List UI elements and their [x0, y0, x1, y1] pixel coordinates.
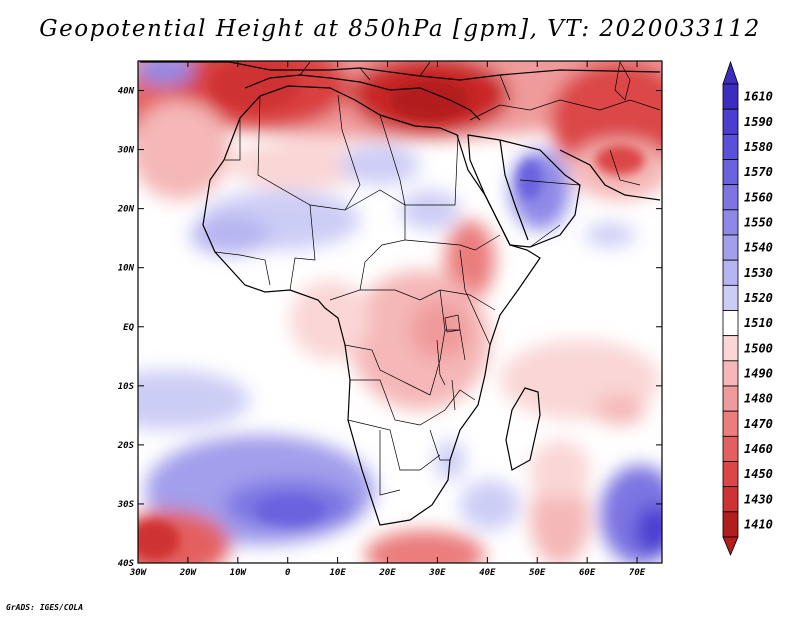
colorbar-swatch — [722, 209, 739, 236]
lat-tick-label: 20N — [117, 205, 135, 215]
colorbar-swatch — [722, 461, 739, 488]
lat-tick-label: 30N — [117, 146, 135, 156]
colorbar-swatch — [722, 486, 739, 513]
colorbar: 1610 1590 1580 1570 1560 1550 1540 1530 1520 1510… — [722, 60, 773, 557]
colorbar-swatch — [722, 159, 739, 186]
lon-tick-label: 20E — [378, 568, 396, 578]
lon-tick-label: 70E — [629, 568, 646, 578]
colorbar-label: 1530 — [744, 266, 773, 280]
lat-tick-label: 40S — [118, 559, 135, 569]
colorbar-label: 1410 — [744, 517, 773, 531]
map-frame — [137, 60, 663, 564]
africa-coastline — [202, 85, 541, 526]
border-line — [459, 249, 491, 346]
border-line — [329, 189, 406, 301]
border-line — [469, 99, 661, 121]
colorbar-swatch — [722, 310, 739, 337]
lon-tick-label: 10E — [329, 568, 346, 578]
lon-tick-label: 50E — [529, 568, 546, 578]
lon-tick-label: 20W — [179, 568, 198, 578]
colorbar-swatch — [722, 435, 739, 462]
colorbar-label: 1570 — [744, 165, 773, 179]
colorbar-label: 1460 — [744, 442, 773, 456]
colorbar-label: 1610 — [744, 90, 773, 104]
colorbar-label: 1500 — [744, 341, 773, 355]
lat-tick-label: 40N — [118, 87, 135, 97]
border-line — [519, 179, 581, 248]
colorbar-swatch — [722, 108, 739, 135]
lat-tick-label: 20S — [117, 441, 135, 451]
border-line — [299, 61, 511, 101]
border-line — [350, 379, 476, 426]
europe-coastline — [140, 61, 661, 81]
colorbar-label: 1450 — [744, 467, 773, 481]
grads-credit: GrADS: IGES/COLA — [6, 603, 84, 612]
lat-tick-label: 10S — [118, 382, 135, 392]
persian-gulf — [559, 149, 661, 201]
lon-tick-label: 60E — [579, 568, 596, 578]
mediterranean-north — [244, 74, 481, 121]
caspian-sea — [614, 61, 631, 101]
colorbar-swatch — [722, 284, 739, 311]
country-borders — [214, 61, 661, 496]
border-line — [609, 149, 641, 186]
lake-tanganyika — [436, 339, 446, 386]
lake-malawi — [451, 379, 456, 411]
colorbar-label: 1550 — [744, 215, 773, 229]
lon-tick-label: 40E — [479, 568, 496, 578]
latitude-axis: 40N 30N 20N 10N EQ 10S 20S 30S 40S — [117, 87, 662, 569]
lon-tick-label: 0 — [285, 568, 291, 578]
colorbar-swatch — [722, 511, 739, 538]
colorbar-label: 1430 — [744, 492, 773, 506]
colorbar-label: 1540 — [744, 241, 773, 255]
colorbar-label: 1580 — [744, 140, 773, 154]
colorbar-swatch — [722, 133, 739, 160]
border-line — [429, 429, 450, 461]
border-line — [439, 289, 466, 361]
arabia-coastline — [467, 134, 581, 248]
border-line — [225, 118, 241, 161]
coastlines — [140, 61, 661, 526]
lon-tick-label: 30E — [428, 568, 446, 578]
border-line — [379, 114, 459, 206]
colorbar-swatch — [722, 360, 739, 387]
colorbar-top-arrow — [722, 60, 739, 85]
colorbar-swatch — [722, 234, 739, 261]
colorbar-swatch — [722, 385, 739, 412]
lon-tick-label: 30W — [129, 568, 148, 578]
colorbar-label: 1490 — [744, 366, 773, 380]
colorbar-swatch — [722, 184, 739, 211]
lake-victoria — [444, 314, 461, 333]
border-line — [379, 430, 401, 496]
lon-tick-label: 10W — [230, 568, 248, 578]
border-line — [360, 289, 496, 311]
lat-tick-label: 10N — [118, 264, 135, 274]
border-line — [344, 329, 446, 396]
red-sea-east — [499, 139, 529, 241]
colorbar-label: 1560 — [744, 190, 773, 204]
colorbar-label: 1520 — [744, 291, 773, 305]
colorbar-swatch — [722, 335, 739, 362]
colorbar-label: 1470 — [744, 417, 773, 431]
border-line — [347, 419, 441, 471]
map-title: Geopotential Height at 850hPa [gpm], VT:… — [39, 16, 761, 42]
colorbar-swatch — [722, 259, 739, 286]
height-field — [138, 61, 662, 563]
border-line — [214, 251, 271, 286]
colorbar-label: 1590 — [744, 115, 773, 129]
madagascar-coastline — [505, 387, 541, 471]
lat-tick-label: EQ — [123, 323, 134, 333]
border-line — [289, 204, 316, 291]
border-line — [404, 234, 501, 251]
longitude-axis: 30W 20W 10W 0 10E 20E 30E 40E 50E 60E 70E — [129, 61, 646, 578]
colorbar-swatch — [722, 410, 739, 437]
colorbar-swatch — [722, 83, 739, 110]
colorbar-label: 1480 — [744, 392, 773, 406]
lat-tick-label: 30S — [117, 500, 135, 510]
colorbar-bottom-arrow — [722, 536, 739, 557]
colorbar-label: 1510 — [744, 316, 773, 330]
